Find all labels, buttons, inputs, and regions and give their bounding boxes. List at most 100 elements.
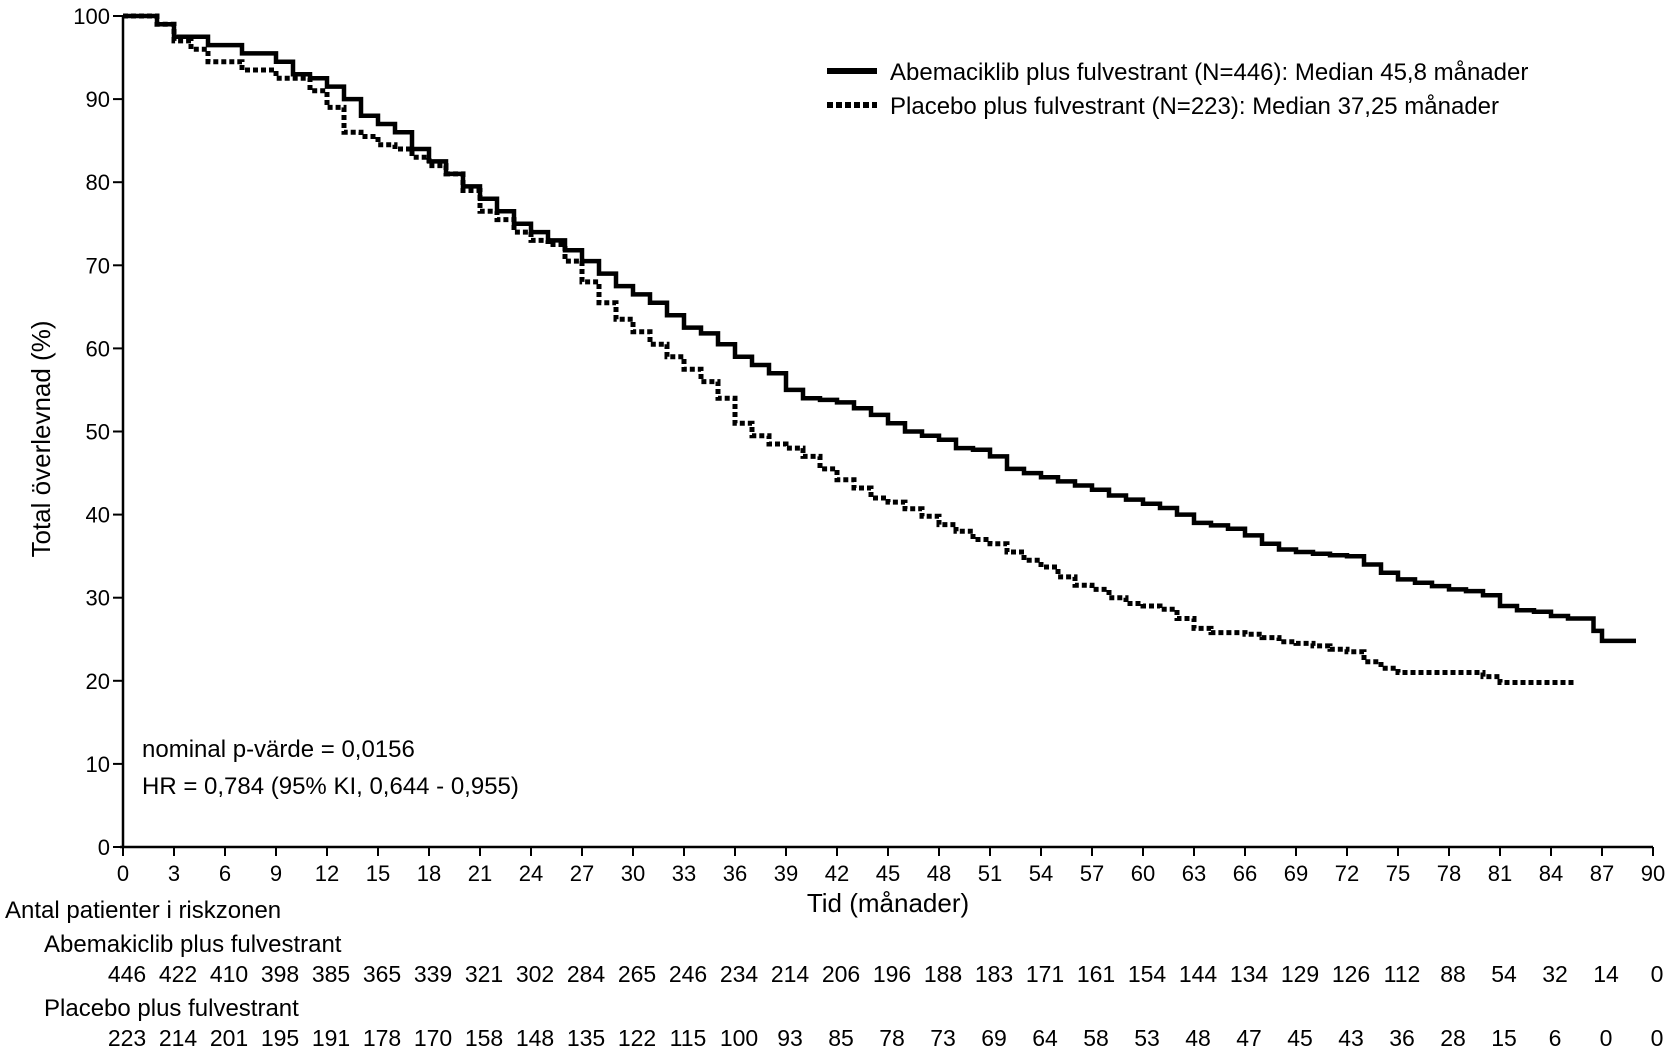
y-tick-label: 50	[86, 420, 110, 445]
risk-count: 88	[1440, 961, 1466, 987]
legend-label-placebo: Placebo plus fulvestrant (N=223): Median…	[890, 93, 1499, 120]
risk-row-label-placebo: Placebo plus fulvestrant	[44, 995, 299, 1022]
risk-count: 178	[363, 1025, 401, 1051]
risk-count: 446	[108, 961, 146, 987]
x-tick-label: 9	[270, 861, 282, 886]
x-tick-label: 3	[168, 861, 180, 886]
risk-count: 265	[618, 961, 656, 987]
x-tick-label: 78	[1437, 861, 1461, 886]
axes: 0 3 6 9 12 15 18 21 24 27 30 33 36 39 42 45 48 51 54 57 60 63…	[73, 4, 1665, 886]
risk-count: 53	[1134, 1025, 1160, 1051]
risk-count: 0	[1651, 961, 1664, 987]
risk-count: 64	[1032, 1025, 1058, 1051]
risk-count: 223	[108, 1025, 146, 1051]
y-tick-label: 30	[86, 586, 110, 611]
risk-count: 54	[1491, 961, 1517, 987]
risk-row-abemaciclib: 446 422 410 398 385 365 339 321 302 284 265 246 234 2…	[108, 961, 1664, 987]
risk-count: 58	[1083, 1025, 1109, 1051]
risk-count: 0	[1600, 1025, 1613, 1051]
risk-count: 321	[465, 961, 503, 987]
risk-count: 183	[975, 961, 1013, 987]
survival-curves	[123, 13, 1636, 685]
x-tick-label: 51	[978, 861, 1002, 886]
risk-count: 28	[1440, 1025, 1466, 1051]
risk-count: 398	[261, 961, 299, 987]
risk-count: 170	[414, 1025, 452, 1051]
risk-count: 302	[516, 961, 554, 987]
x-tick-label: 57	[1080, 861, 1104, 886]
y-ticks: 0 10 20 30 40 50 60 70 80 90 100	[73, 4, 123, 860]
y-tick-label: 100	[73, 4, 110, 29]
risk-count: 214	[771, 961, 810, 987]
risk-count: 234	[720, 961, 759, 987]
risk-count: 144	[1179, 961, 1218, 987]
x-tick-label: 12	[315, 861, 339, 886]
risk-count: 100	[720, 1025, 758, 1051]
x-tick-label: 33	[672, 861, 696, 886]
risk-count: 191	[312, 1025, 350, 1051]
risk-count: 93	[777, 1025, 803, 1051]
risk-count: 43	[1338, 1025, 1364, 1051]
x-tick-label: 90	[1641, 861, 1665, 886]
risk-count: 73	[930, 1025, 956, 1051]
x-tick-label: 48	[927, 861, 951, 886]
legend: Abemaciklib plus fulvestrant (N=446): Me…	[827, 59, 1528, 120]
risk-count: 161	[1077, 961, 1115, 987]
x-tick-label: 0	[117, 861, 129, 886]
y-tick-label: 10	[86, 752, 110, 777]
risk-count: 78	[879, 1025, 905, 1051]
x-tick-label: 36	[723, 861, 747, 886]
x-tick-label: 27	[570, 861, 594, 886]
x-tick-label: 54	[1029, 861, 1053, 886]
risk-count: 158	[465, 1025, 503, 1051]
x-tick-label: 75	[1386, 861, 1410, 886]
risk-count: 134	[1230, 961, 1269, 987]
x-tick-label: 6	[219, 861, 231, 886]
risk-count: 246	[669, 961, 707, 987]
statistics-annotation: nominal p-värde = 0,0156 HR = 0,784 (95%…	[142, 736, 519, 800]
x-tick-label: 63	[1182, 861, 1206, 886]
risk-count: 422	[159, 961, 197, 987]
placebo-curve	[123, 13, 1577, 685]
x-ticks: 0 3 6 9 12 15 18 21 24 27 30 33 36 39 42 45 48 51 54 57 60 63…	[117, 847, 1665, 886]
y-tick-label: 70	[86, 253, 110, 278]
x-tick-label: 21	[468, 861, 492, 886]
risk-count: 214	[159, 1025, 198, 1051]
y-tick-label: 60	[86, 336, 110, 361]
x-tick-label: 39	[774, 861, 798, 886]
risk-count: 48	[1185, 1025, 1211, 1051]
risk-count: 112	[1384, 961, 1421, 987]
risk-count: 385	[312, 961, 350, 987]
x-tick-label: 84	[1539, 861, 1563, 886]
risk-count: 195	[261, 1025, 299, 1051]
risk-count: 410	[210, 961, 248, 987]
x-tick-label: 72	[1335, 861, 1359, 886]
x-tick-label: 30	[621, 861, 645, 886]
x-tick-label: 66	[1233, 861, 1257, 886]
risk-count: 188	[924, 961, 962, 987]
x-tick-label: 81	[1488, 861, 1512, 886]
y-tick-label: 90	[86, 87, 110, 112]
x-tick-label: 18	[417, 861, 441, 886]
p-value-annotation: nominal p-värde = 0,0156	[142, 736, 415, 763]
risk-count: 14	[1593, 961, 1619, 987]
risk-count: 201	[210, 1025, 248, 1051]
y-tick-label: 20	[86, 669, 110, 694]
x-tick-label: 15	[366, 861, 390, 886]
risk-count: 135	[567, 1025, 605, 1051]
risk-count: 45	[1287, 1025, 1313, 1051]
risk-row-placebo: 223 214 201 195 191 178 170 158 148 135 122 115 100 9…	[108, 1025, 1664, 1051]
risk-count: 47	[1236, 1025, 1262, 1051]
x-tick-label: 45	[876, 861, 900, 886]
risk-count: 15	[1491, 1025, 1517, 1051]
risk-count: 32	[1542, 961, 1568, 987]
x-tick-label: 24	[519, 861, 543, 886]
risk-count: 6	[1549, 1025, 1562, 1051]
y-tick-label: 40	[86, 503, 110, 528]
risk-count: 122	[618, 1025, 656, 1051]
x-tick-label: 87	[1590, 861, 1614, 886]
x-axis-label: Tid (månader)	[807, 888, 969, 918]
axis-labels: Total överlevnad (%) Tid (månader)	[26, 321, 969, 919]
x-tick-label: 42	[825, 861, 849, 886]
